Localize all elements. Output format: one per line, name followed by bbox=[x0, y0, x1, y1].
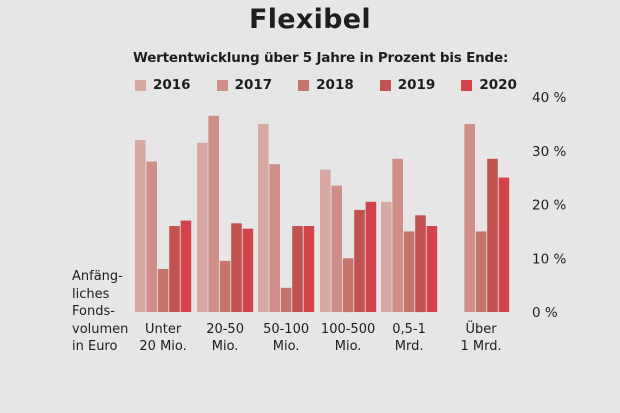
bar-group bbox=[197, 115, 254, 312]
x-tick-label: Mrd. bbox=[395, 339, 424, 354]
x-tick-label: 20-50 bbox=[206, 322, 244, 337]
y-axis-label: Anfäng- liches Fonds- volumen in Euro bbox=[72, 269, 129, 354]
legend-item-2019: 2019 bbox=[379, 77, 436, 93]
x-tick-label: Mio. bbox=[273, 339, 300, 354]
legend-swatch bbox=[461, 79, 473, 91]
bar-2020 bbox=[180, 220, 192, 312]
bar-2017 bbox=[392, 158, 403, 312]
bar-2020 bbox=[426, 226, 438, 312]
x-tick-label: 1 Mrd. bbox=[461, 339, 502, 354]
legend-label: 2017 bbox=[234, 77, 273, 93]
legend-item-2016: 2016 bbox=[135, 77, 191, 93]
chart-subtitle: Wertentwicklung über 5 Jahre in Prozent … bbox=[133, 50, 509, 66]
bar-2019 bbox=[487, 158, 498, 312]
bar-2019 bbox=[231, 223, 242, 312]
x-tick-label: 20 Mio. bbox=[139, 339, 186, 354]
bar-2019 bbox=[169, 226, 180, 312]
bar-2020 bbox=[365, 201, 377, 312]
bar-2016 bbox=[381, 201, 392, 312]
x-tick-label: Unter bbox=[145, 322, 182, 337]
legend: 2016 2017 2018 2019 2020 bbox=[135, 74, 543, 96]
legend-item-2020: 2020 bbox=[461, 77, 517, 93]
bar-2018 bbox=[280, 287, 292, 312]
legend-swatch bbox=[135, 79, 146, 91]
bar-group bbox=[135, 140, 192, 312]
x-tick-label: Über bbox=[466, 320, 498, 337]
y-tick-label: 30 % bbox=[532, 144, 566, 160]
legend-label: 2018 bbox=[316, 77, 354, 93]
bar-2019 bbox=[292, 226, 303, 312]
legend-label: 2019 bbox=[397, 77, 436, 93]
bar-2016 bbox=[320, 169, 331, 312]
legend-swatch bbox=[216, 79, 228, 91]
bar-2020 bbox=[242, 228, 254, 312]
bar-2019 bbox=[415, 215, 426, 313]
bar-2018 bbox=[403, 231, 415, 312]
bar-group bbox=[381, 158, 438, 313]
bar-2016 bbox=[197, 142, 208, 312]
legend-item-2017: 2017 bbox=[216, 77, 273, 93]
y-tick-label: 20 % bbox=[532, 198, 566, 214]
bar-2018 bbox=[475, 231, 487, 312]
legend-label: 2016 bbox=[153, 77, 191, 93]
legend-label: 2020 bbox=[479, 77, 517, 93]
legend-swatch bbox=[379, 79, 391, 91]
bar-group bbox=[320, 169, 377, 313]
bar-2017 bbox=[464, 123, 475, 313]
y-tick-label: 10 % bbox=[532, 251, 566, 267]
bar-2017 bbox=[208, 115, 219, 312]
bar-2018 bbox=[219, 260, 231, 312]
x-tick-label: 50-100 bbox=[263, 322, 309, 337]
bar-2017 bbox=[331, 185, 342, 312]
bar-2017 bbox=[269, 164, 280, 312]
y-tick-label: 40 % bbox=[532, 90, 566, 106]
x-tick-label: 0,5-1 bbox=[392, 322, 426, 337]
x-tick-label: Mio. bbox=[335, 339, 362, 354]
bar-2020 bbox=[498, 177, 510, 312]
bar-2018 bbox=[157, 269, 169, 312]
legend-swatch bbox=[298, 79, 310, 91]
x-tick-label: 100-500 bbox=[321, 322, 375, 337]
bar-2018 bbox=[342, 258, 354, 313]
legend-item-2018: 2018 bbox=[298, 77, 354, 93]
bar-group bbox=[258, 123, 315, 313]
bar-2019 bbox=[354, 209, 365, 312]
y-tick-label: 0 % bbox=[532, 305, 558, 321]
bar-group bbox=[464, 123, 510, 313]
bar-2016 bbox=[258, 123, 269, 313]
bar-2017 bbox=[146, 161, 157, 312]
chart-title: Flexibel bbox=[249, 4, 371, 35]
x-tick-label: Mio. bbox=[212, 339, 239, 354]
bar-2016 bbox=[135, 140, 146, 312]
bar-2020 bbox=[303, 226, 315, 312]
